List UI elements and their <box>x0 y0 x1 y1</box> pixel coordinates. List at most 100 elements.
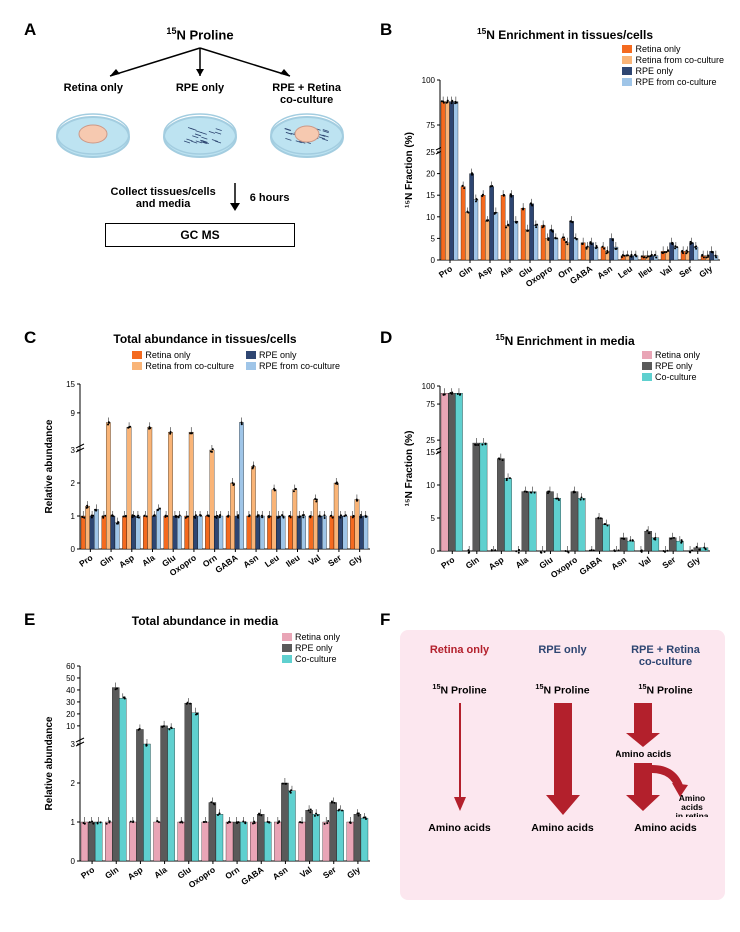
svg-text:5: 5 <box>431 514 436 523</box>
legend-item: RPE from co-culture <box>246 361 340 371</box>
legend-item: Retina only <box>132 350 234 360</box>
panelA-condition-1: RPE only <box>147 82 253 106</box>
panelA-time: 6 hours <box>250 192 290 204</box>
svg-text:Ileu: Ileu <box>636 263 654 280</box>
svg-text:10: 10 <box>66 722 75 731</box>
panelA-condition-0: Retina only <box>41 82 147 106</box>
svg-text:15: 15 <box>426 448 435 457</box>
svg-text:10: 10 <box>426 481 435 490</box>
svg-text:GABA: GABA <box>239 864 265 887</box>
svg-text:Amino acids: Amino acids <box>616 749 671 760</box>
svg-text:3: 3 <box>71 740 76 749</box>
legend-item: Retina from co-culture <box>132 361 234 371</box>
svg-text:15: 15 <box>66 380 75 389</box>
panelF-content: Retina only15N ProlineAmino acidsRPE onl… <box>400 630 725 834</box>
svg-text:Ala: Ala <box>152 864 169 880</box>
panel-label-E: E <box>24 610 35 630</box>
svg-text:Leu: Leu <box>616 263 634 280</box>
panelC-title: Total abundance in tissues/cells <box>40 332 370 346</box>
svg-text:Gly: Gly <box>697 263 714 279</box>
panelA-dishes-row <box>40 112 360 167</box>
svg-text:Val: Val <box>637 554 653 569</box>
panel-F: Retina only15N ProlineAmino acidsRPE onl… <box>400 630 725 900</box>
legend-item: RPE only <box>642 361 700 371</box>
panelF-col-0: Retina only15N ProlineAmino acids <box>409 644 511 834</box>
svg-text:Ser: Ser <box>660 554 678 570</box>
dish-0 <box>53 112 133 162</box>
svg-text:Ala: Ala <box>140 552 157 568</box>
panel-C: Total abundance in tissues/cells Retina … <box>40 332 370 592</box>
svg-text:15: 15 <box>426 191 435 200</box>
panelA-gcms: GC MS <box>105 223 295 247</box>
svg-text:Gly: Gly <box>685 554 702 570</box>
panelC-bars: 0123915ProGlnAspAlaGluOxoproOrnGABAAsnLe… <box>40 346 370 594</box>
panelD-title: 15N Enrichment in media <box>400 332 730 348</box>
legend-item: Retina from co-culture <box>622 55 724 65</box>
panel-label-C: C <box>24 328 36 348</box>
svg-text:1: 1 <box>71 512 76 521</box>
panelB-title: 15N Enrichment in tissues/cells <box>400 26 730 42</box>
legend-item: Co-culture <box>642 372 700 382</box>
legend-item: Retina only <box>622 44 724 54</box>
svg-text:40: 40 <box>66 686 75 695</box>
panelD-legend: Retina onlyRPE onlyCo-culture <box>642 350 700 383</box>
panelB-legend: Retina onlyRetina from co-cultureRPE onl… <box>622 44 724 88</box>
svg-text:0: 0 <box>71 857 76 866</box>
svg-text:Gly: Gly <box>345 864 362 880</box>
svg-text:Aminoacidsin retina: Aminoacidsin retina <box>675 793 708 817</box>
svg-text:3: 3 <box>71 446 76 455</box>
svg-text:100: 100 <box>422 76 436 85</box>
svg-text:Relative abundance: Relative abundance <box>44 716 55 810</box>
svg-text:Pro: Pro <box>439 554 456 570</box>
svg-text:Asp: Asp <box>475 263 494 280</box>
svg-text:Ser: Ser <box>677 263 695 279</box>
svg-text:Asn: Asn <box>271 864 290 881</box>
panelA-conditions: Retina onlyRPE onlyRPE + Retina co-cultu… <box>40 82 360 106</box>
svg-text:¹⁵N Fraction (%): ¹⁵N Fraction (%) <box>404 132 415 208</box>
panelE-legend: Retina onlyRPE onlyCo-culture <box>282 632 340 665</box>
panelD-title-sup: 15 <box>495 332 504 342</box>
svg-text:1: 1 <box>71 818 76 827</box>
panelD-bars: 0510152575100ProGlnAspAlaGluOxoproGABAAs… <box>400 348 730 596</box>
svg-text:Gly: Gly <box>347 552 364 568</box>
svg-text:Pro: Pro <box>77 552 94 568</box>
svg-text:Val: Val <box>658 263 674 278</box>
panel-B: 15N Enrichment in tissues/cells Retina o… <box>400 26 730 306</box>
svg-text:Ser: Ser <box>326 552 344 568</box>
svg-text:Asp: Asp <box>117 552 136 569</box>
svg-text:9: 9 <box>71 409 76 418</box>
dish-2 <box>267 112 347 162</box>
svg-text:Ala: Ala <box>498 263 515 279</box>
legend-item: Retina only <box>282 632 340 642</box>
svg-text:0: 0 <box>431 547 436 556</box>
panelA-collect: Collect tissues/cells and media <box>111 186 216 210</box>
panelE-title: Total abundance in media <box>40 614 370 628</box>
panelA-title: 15N Proline <box>40 26 360 42</box>
svg-text:Asp: Asp <box>487 554 506 571</box>
svg-text:Gln: Gln <box>98 552 115 568</box>
svg-text:Pro: Pro <box>79 864 96 880</box>
panelB-title-text: N Enrichment in tissues/cells <box>486 28 653 42</box>
svg-text:Pro: Pro <box>437 263 454 279</box>
panelA-title-rest: N Proline <box>177 27 234 42</box>
svg-text:Gln: Gln <box>457 263 474 279</box>
svg-text:Asn: Asn <box>609 554 628 571</box>
panelA-arrow-down <box>226 181 244 215</box>
legend-item: RPE only <box>246 350 340 360</box>
svg-text:Asn: Asn <box>241 552 260 569</box>
svg-text:20: 20 <box>66 710 75 719</box>
svg-text:Val: Val <box>307 552 323 567</box>
svg-text:10: 10 <box>426 213 435 222</box>
panelF-col-1: RPE only15N ProlineAmino acids <box>512 644 614 834</box>
svg-text:75: 75 <box>426 121 435 130</box>
svg-text:Leu: Leu <box>263 552 281 569</box>
svg-text:Relative abundance: Relative abundance <box>44 419 55 513</box>
panelA-condition-2: RPE + Retina co-culture <box>254 82 360 106</box>
panel-D: 15N Enrichment in media Retina onlyRPE o… <box>400 332 730 592</box>
dish-1 <box>160 112 240 162</box>
svg-text:Asn: Asn <box>595 263 614 280</box>
svg-text:75: 75 <box>426 400 435 409</box>
svg-text:2: 2 <box>71 779 76 788</box>
svg-text:100: 100 <box>422 382 436 391</box>
svg-text:Asp: Asp <box>126 864 145 881</box>
